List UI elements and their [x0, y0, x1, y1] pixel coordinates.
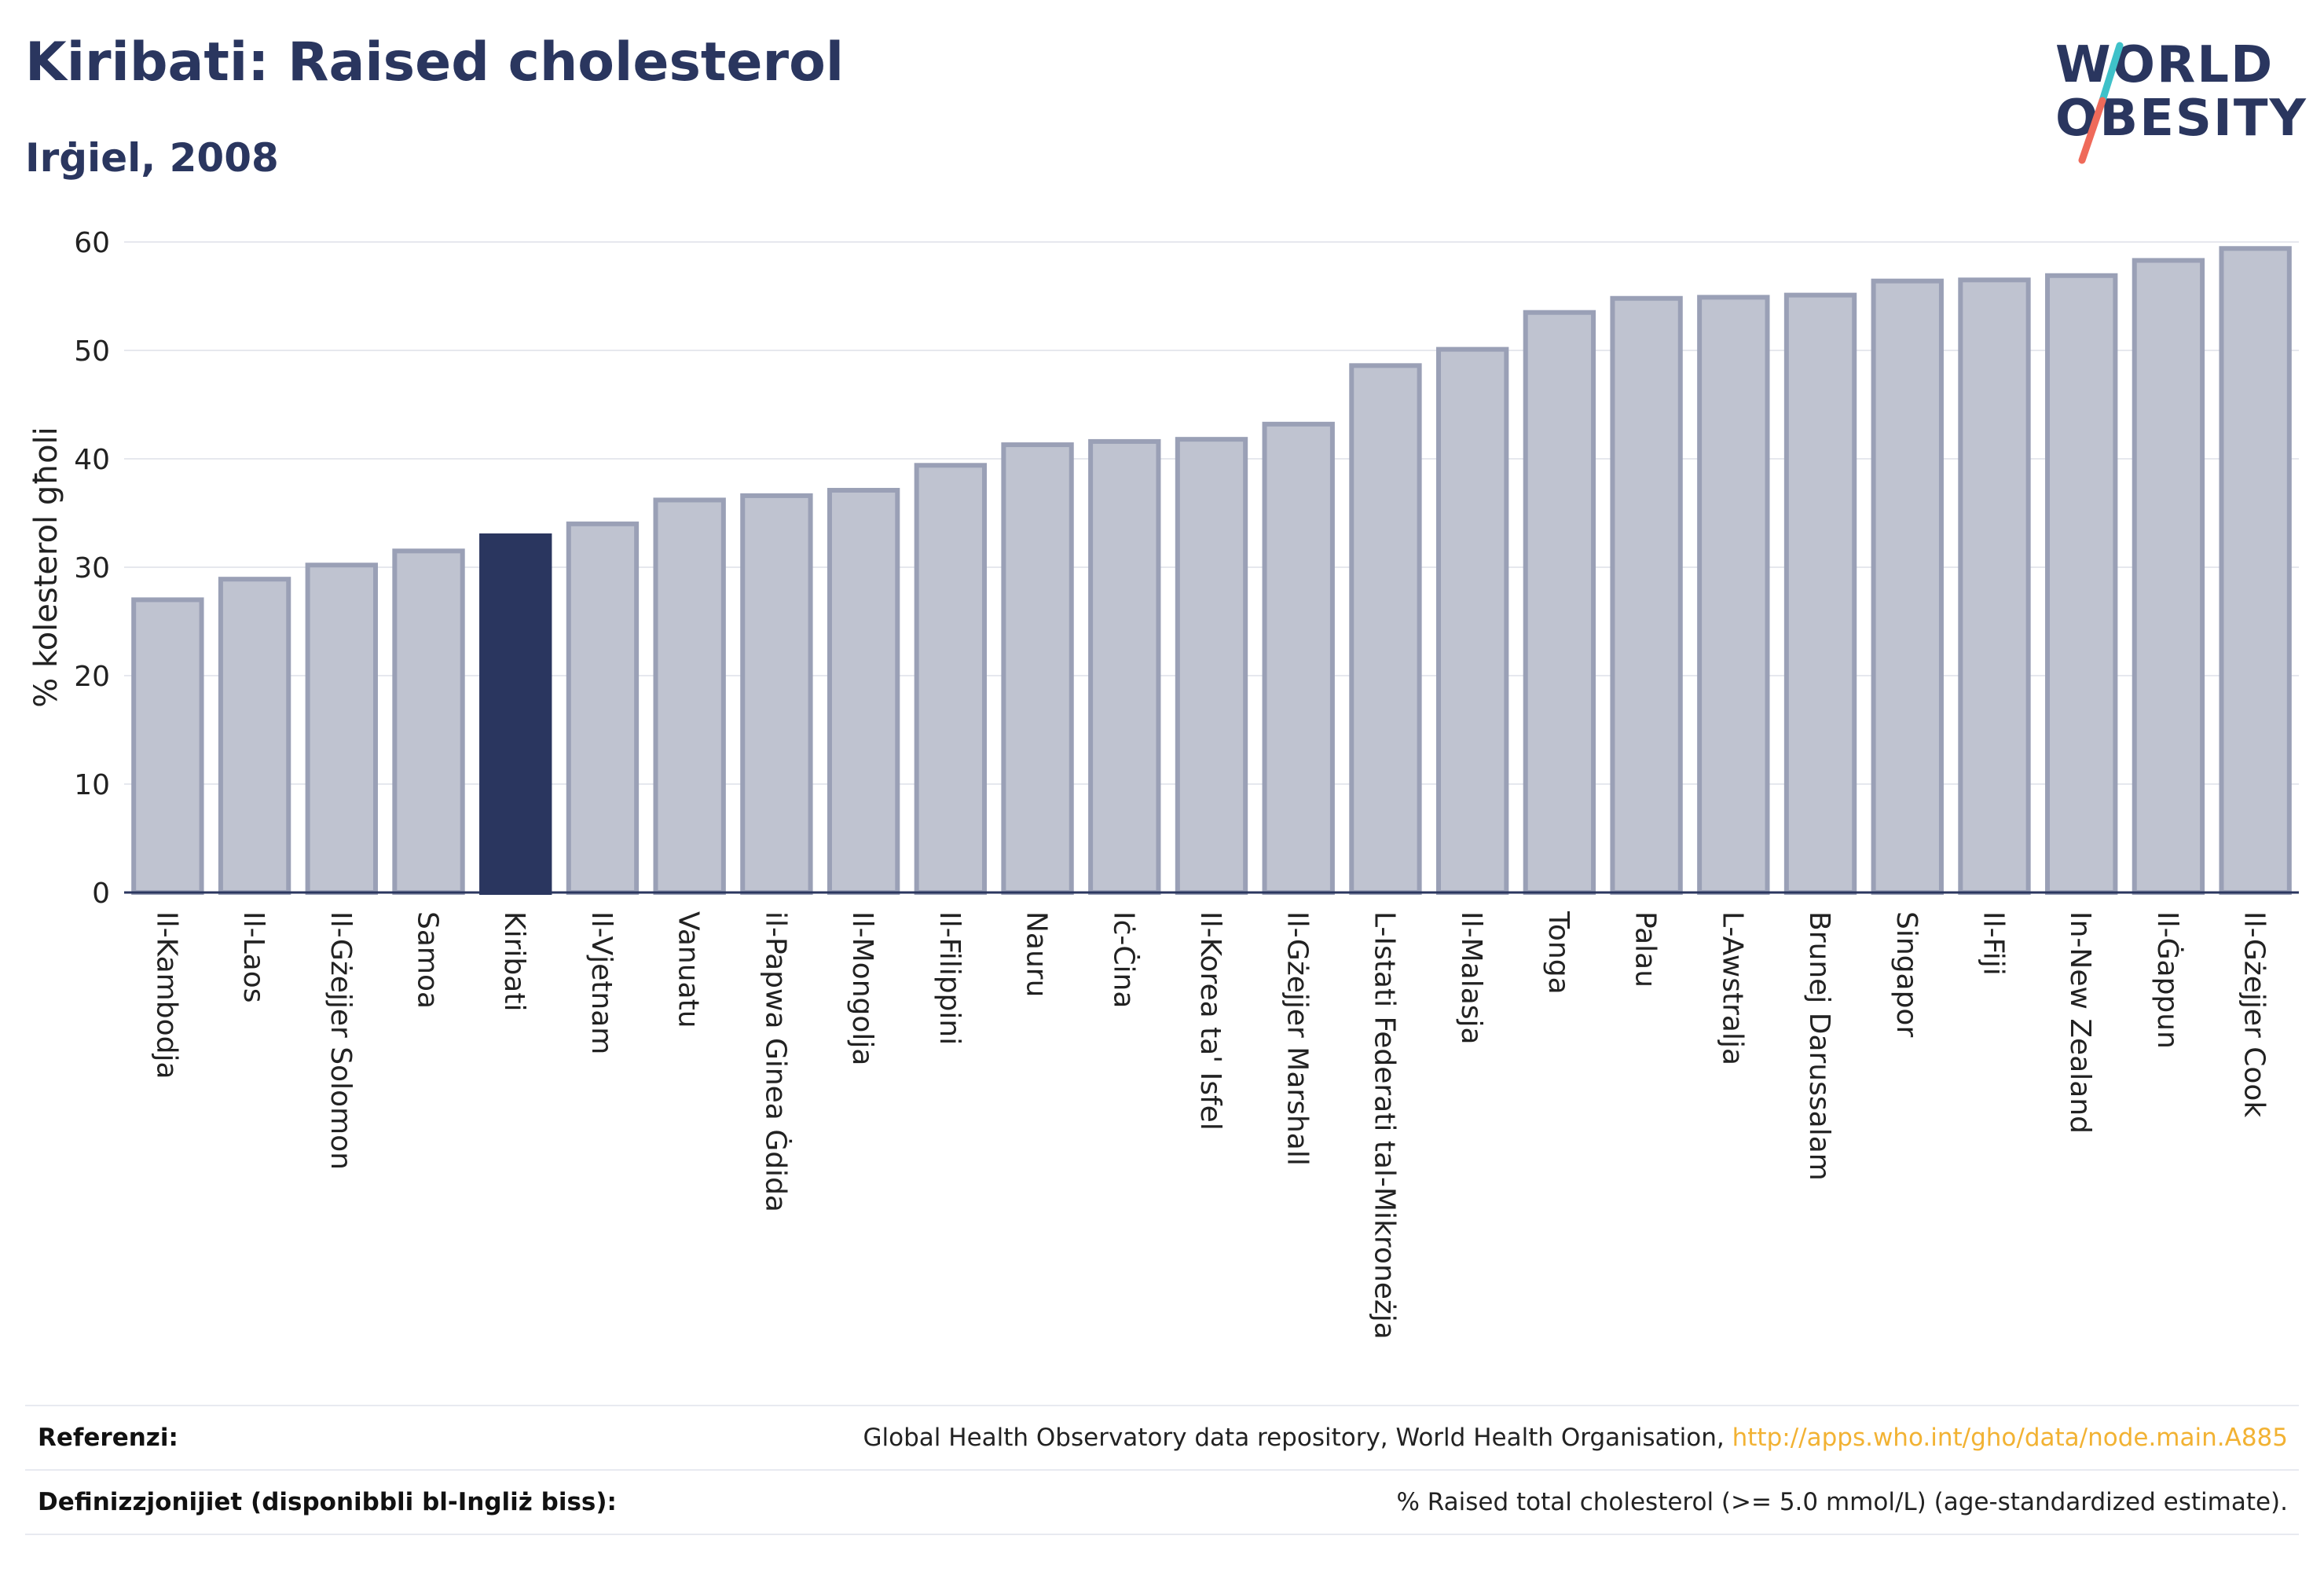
bar [1349, 363, 1422, 895]
bar [1088, 438, 1161, 896]
x-tick-label: Samoa [412, 911, 444, 1009]
footer-divider [25, 1534, 2299, 1535]
y-axis-label: % kolesterol għoli [28, 427, 64, 708]
x-tick-label: In-New Zealand [2064, 911, 2096, 1134]
x-tick-label: Il-Fiji [1977, 911, 2009, 976]
y-tick-label: 40 [74, 444, 110, 476]
x-tick-label: Il-Gżejjer Marshall [1281, 911, 1314, 1166]
bar [131, 597, 204, 896]
bar [740, 493, 813, 895]
bar [566, 521, 640, 895]
x-tick-label: Il-Malasja [1455, 911, 1487, 1045]
y-tick-label: 20 [74, 661, 110, 693]
references-value: Global Health Observatory data repositor… [863, 1424, 2288, 1452]
references-label: Referenzi: [38, 1424, 178, 1452]
bar [1783, 292, 1857, 896]
bar [392, 548, 465, 895]
x-tick-label: L-Awstralja [1716, 911, 1748, 1065]
x-tick-label: Il-Vjetnam [585, 911, 618, 1054]
y-tick-label: 50 [74, 335, 110, 368]
footer-divider [25, 1469, 2299, 1471]
bar [1001, 442, 1074, 895]
logo-slash-icon [2078, 42, 2124, 164]
x-tick-label: L-Istati Federati tal-Mikroneżja [1368, 911, 1400, 1340]
bar [1175, 437, 1248, 896]
y-tick-label: 30 [74, 552, 110, 585]
references-link[interactable]: http://apps.who.int/gho/data/node.main.A… [1732, 1424, 2288, 1452]
definitions-text: % Raised total cholesterol (>= 5.0 mmol/… [1396, 1488, 2288, 1516]
bar [1523, 310, 1596, 895]
bar [914, 463, 988, 895]
bar [2132, 258, 2205, 895]
x-tick-label: Kiribati [498, 911, 530, 1011]
x-tick-label: Il-Kambodja [150, 911, 182, 1079]
bar [305, 563, 378, 895]
x-tick-label: Nauru [1021, 911, 1053, 997]
bar [1262, 421, 1335, 895]
bar-chart: 0 10 20 30 40 50 60 % kolesterol għoli Il-Kambod… [28, 227, 2299, 1340]
x-tick-label: il-Papwa Ginea Ġdida [759, 911, 792, 1212]
x-tick-label: Il-Filippini [933, 911, 966, 1045]
y-tick-label: 10 [74, 769, 110, 801]
x-tick-label: Iċ-Ċina [1107, 911, 1140, 1008]
bar [827, 488, 900, 895]
x-tick-label: Brunej Darussalam [1803, 911, 1835, 1181]
y-tick-label: 60 [74, 227, 110, 259]
definitions-label: Definizzjonijiet (disponibbli bl-Ingliż … [38, 1488, 617, 1516]
x-tick-label: Il-Laos [237, 911, 269, 1003]
bar [1435, 346, 1509, 895]
bar [653, 497, 726, 895]
y-tick-label: 0 [92, 878, 110, 910]
x-tick-label: Tonga [1542, 911, 1574, 995]
references-text: Global Health Observatory data repositor… [863, 1424, 1732, 1452]
x-tick-label: Vanuatu [673, 911, 705, 1028]
logo-word-world: WORLD [2055, 36, 2275, 94]
x-tick-label: Palau [1629, 911, 1662, 988]
world-obesity-logo: WORLD OBESITY [2043, 30, 2310, 171]
x-tick-label: Il-Korea ta' Isfel [1194, 911, 1226, 1131]
x-tick-label: Il-Mongolja [846, 911, 878, 1065]
bar [2219, 246, 2292, 895]
bar [218, 577, 291, 895]
chart-subtitle: Irġiel, 2008 [25, 135, 279, 181]
x-tick-label: Il-Ġappun [2151, 911, 2184, 1049]
footer-divider [25, 1405, 2299, 1406]
x-tick-label: Il-Gżejjer Cook [2238, 911, 2271, 1117]
bar [2045, 273, 2118, 895]
bar [1610, 295, 1683, 895]
bar [479, 533, 552, 895]
bar [1958, 277, 2031, 896]
x-tick-label: Il-Gżejjer Solomon [324, 911, 357, 1170]
bar [1871, 278, 1944, 896]
chart-title: Kiribati: Raised cholesterol [25, 31, 845, 93]
x-tick-label: Singapor [1890, 911, 1923, 1037]
bar [1697, 295, 1770, 895]
